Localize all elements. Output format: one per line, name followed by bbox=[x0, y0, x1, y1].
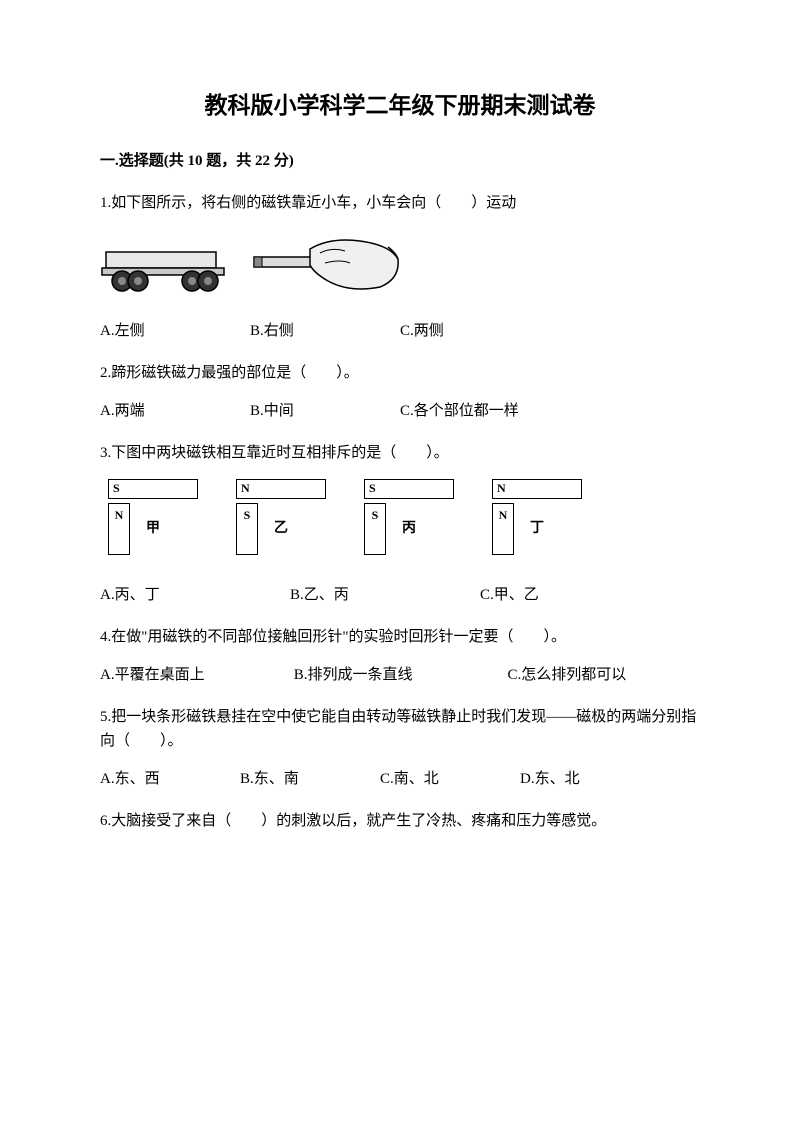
question-2: 2.蹄形磁铁磁力最强的部位是（ ）。 A.两端 B.中间 C.各个部位都一样 bbox=[100, 361, 700, 423]
magnet-top: N bbox=[492, 479, 582, 499]
q2-option-a: A.两端 bbox=[100, 399, 250, 423]
question-5: 5.把一块条形磁铁悬挂在空中使它能自由转动等磁铁静止时我们发现——磁极的两端分别… bbox=[100, 705, 700, 791]
q5-text: 5.把一块条形磁铁悬挂在空中使它能自由转动等磁铁静止时我们发现——磁极的两端分别… bbox=[100, 705, 700, 753]
q1-option-b: B.右侧 bbox=[250, 319, 400, 343]
car-icon bbox=[100, 234, 230, 294]
q5-option-c: C.南、北 bbox=[380, 767, 520, 791]
question-6: 6.大脑接受了来自（ ）的刺激以后，就产生了冷热、疼痛和压力等感觉。 bbox=[100, 809, 700, 833]
q1-figure bbox=[100, 229, 700, 299]
magnet-bottom: S bbox=[364, 503, 386, 555]
magnet-bottom: N bbox=[492, 503, 514, 555]
q2-options: A.两端 B.中间 C.各个部位都一样 bbox=[100, 399, 700, 423]
magnet-bottom: N bbox=[108, 503, 130, 555]
q3-option-c: C.甲、乙 bbox=[480, 583, 670, 607]
q4-option-c: C.怎么排列都可以 bbox=[508, 667, 627, 683]
q5-option-a: A.东、西 bbox=[100, 767, 240, 791]
magnet-pair-ding: N N 丁 bbox=[492, 479, 582, 555]
q5-option-d: D.东、北 bbox=[520, 767, 660, 791]
q3-text: 3.下图中两块磁铁相互靠近时互相排斥的是（ ）。 bbox=[100, 441, 700, 465]
question-3: 3.下图中两块磁铁相互靠近时互相排斥的是（ ）。 S N 甲 N S 乙 S S… bbox=[100, 441, 700, 607]
q3-option-b: B.乙、丙 bbox=[290, 583, 480, 607]
q5-options: A.东、西 B.东、南 C.南、北 D.东、北 bbox=[100, 767, 700, 791]
q2-option-b: B.中间 bbox=[250, 399, 400, 423]
q4-text: 4.在做"用磁铁的不同部位接触回形针"的实验时回形针一定要（ ）。 bbox=[100, 625, 700, 649]
q2-text: 2.蹄形磁铁磁力最强的部位是（ ）。 bbox=[100, 361, 700, 385]
question-4: 4.在做"用磁铁的不同部位接触回形针"的实验时回形针一定要（ ）。 A.平覆在桌… bbox=[100, 625, 700, 687]
magnet-pair-yi: N S 乙 bbox=[236, 479, 326, 555]
question-1: 1.如下图所示，将右侧的磁铁靠近小车，小车会向（ ）运动 A.左侧 B.右侧 C… bbox=[100, 191, 700, 343]
page-title: 教科版小学科学二年级下册期末测试卷 bbox=[100, 88, 700, 125]
q1-option-c: C.两侧 bbox=[400, 319, 550, 343]
q6-text: 6.大脑接受了来自（ ）的刺激以后，就产生了冷热、疼痛和压力等感觉。 bbox=[100, 809, 700, 833]
magnet-top: S bbox=[108, 479, 198, 499]
q1-text: 1.如下图所示，将右侧的磁铁靠近小车，小车会向（ ）运动 bbox=[100, 191, 700, 215]
q4-option-b: B.排列成一条直线 bbox=[294, 663, 504, 687]
magnet-label: 甲 bbox=[146, 518, 160, 540]
q4-options: A.平覆在桌面上 B.排列成一条直线 C.怎么排列都可以 bbox=[100, 663, 700, 687]
magnet-top: N bbox=[236, 479, 326, 499]
magnet-label: 乙 bbox=[274, 518, 288, 540]
magnet-top: S bbox=[364, 479, 454, 499]
magnet-label: 丁 bbox=[530, 518, 544, 540]
q3-option-a: A.丙、丁 bbox=[100, 583, 290, 607]
q1-options: A.左侧 B.右侧 C.两侧 bbox=[100, 319, 700, 343]
magnet-pair-bing: S S 丙 bbox=[364, 479, 454, 555]
q3-figure: S N 甲 N S 乙 S S 丙 N N 丁 bbox=[108, 479, 700, 555]
q4-option-a: A.平覆在桌面上 bbox=[100, 663, 290, 687]
q2-option-c: C.各个部位都一样 bbox=[400, 399, 550, 423]
q5-option-b: B.东、南 bbox=[240, 767, 380, 791]
q1-option-a: A.左侧 bbox=[100, 319, 250, 343]
q3-options: A.丙、丁 B.乙、丙 C.甲、乙 bbox=[100, 583, 700, 607]
section-header: 一.选择题(共 10 题，共 22 分) bbox=[100, 149, 700, 173]
magnet-bottom: S bbox=[236, 503, 258, 555]
hand-magnet-icon bbox=[250, 229, 400, 299]
magnet-pair-jia: S N 甲 bbox=[108, 479, 198, 555]
magnet-label: 丙 bbox=[402, 518, 416, 540]
